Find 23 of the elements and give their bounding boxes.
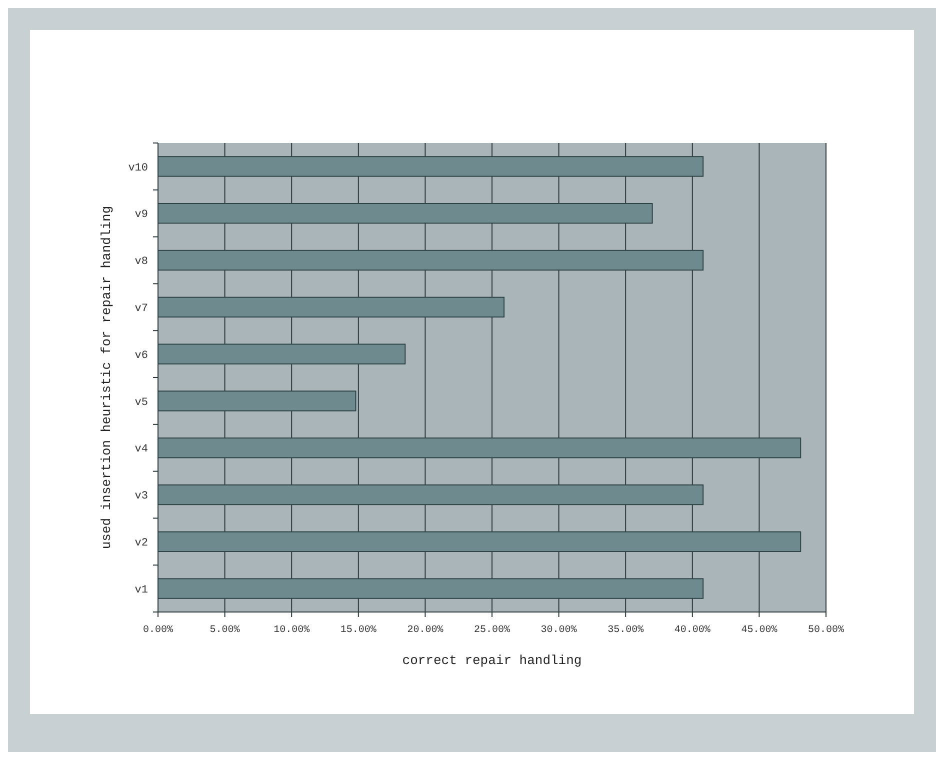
x-tick-label: 5.00%	[210, 625, 240, 636]
y-tick-label: v1	[134, 584, 148, 596]
x-tick-label: 50.00%	[808, 625, 844, 636]
x-tick-label: 15.00%	[340, 625, 376, 636]
y-tick-label: v8	[134, 256, 148, 268]
y-tick-label: v4	[134, 444, 148, 456]
y-tick-label: v7	[134, 303, 148, 315]
x-tick-label: 30.00%	[540, 625, 577, 636]
x-axis-title: correct repair handling	[402, 653, 582, 668]
y-tick-label: v3	[134, 490, 148, 503]
x-tick-label: 25.00%	[474, 625, 510, 636]
y-tick-label: v6	[134, 350, 148, 362]
x-tick-label: 10.00%	[274, 625, 310, 636]
y-tick-label: v2	[134, 538, 148, 550]
y-tick-label: v10	[128, 162, 148, 174]
y-tick-label: v9	[134, 209, 148, 222]
x-tick-label: 35.00%	[608, 625, 644, 636]
y-tick-label: v5	[134, 396, 148, 409]
x-tick-label: 40.00%	[674, 625, 710, 636]
y-axis-title: used insertion heuristic for repair handling	[99, 206, 114, 550]
x-tick-label: 0.00%	[142, 625, 174, 636]
x-tick-label: 45.00%	[741, 625, 778, 636]
x-tick-label: 20.00%	[407, 625, 444, 636]
